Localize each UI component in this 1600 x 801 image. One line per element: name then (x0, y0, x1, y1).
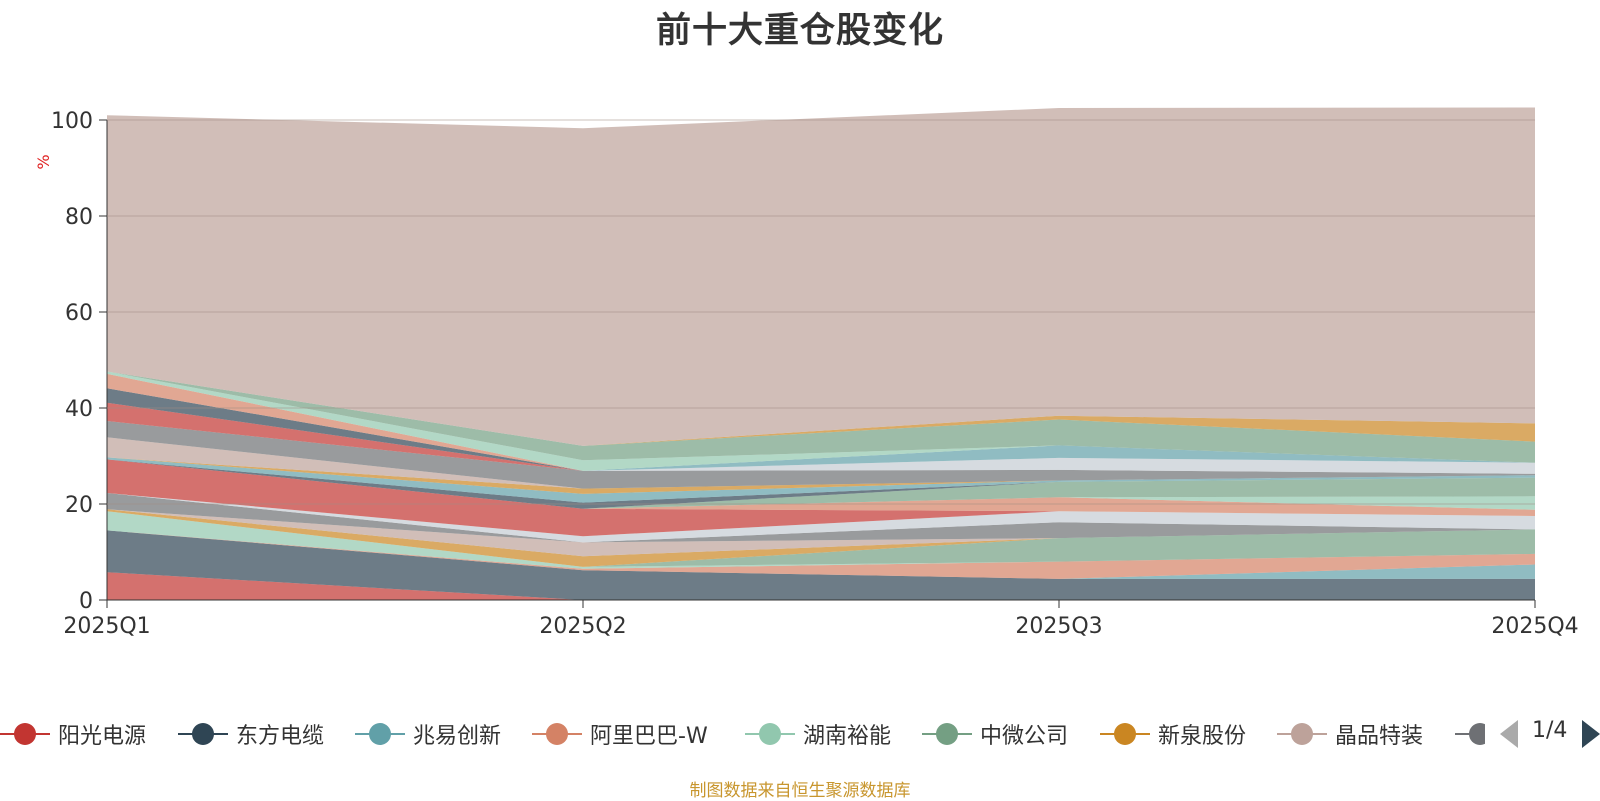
legend-item-4[interactable]: 湖南裕能 (745, 714, 891, 754)
legend-circle-icon (745, 714, 795, 754)
x-tick-label-1: 2025Q2 (539, 614, 626, 639)
legend-circle-icon (0, 714, 50, 754)
area-series-13 (107, 459, 1535, 509)
legend-item-6[interactable]: 新泉股份 (1100, 714, 1246, 754)
legend-label: 新泉股份 (1158, 724, 1247, 749)
area-series-22 (107, 388, 1535, 471)
legend-label: 晶品特装 (1335, 724, 1424, 749)
area-series-1 (107, 530, 1535, 600)
legend-item-1[interactable]: 东方电缆 (178, 714, 324, 754)
area-series-25 (107, 371, 1535, 463)
y-tick-label-2: 40 (65, 397, 93, 422)
legend-circle-icon (1455, 714, 1485, 754)
legend-circle-icon (922, 714, 972, 754)
legend-circle-icon (532, 714, 582, 754)
legend-circle-icon (1100, 714, 1150, 754)
y-tick-label-3: 60 (65, 301, 93, 326)
legend-label: 东方电缆 (236, 724, 325, 749)
legend-circle-icon (355, 714, 405, 754)
area-series-2 (107, 530, 1535, 579)
triangle-right-icon[interactable] (1582, 720, 1600, 748)
y-axis-label: % (34, 154, 53, 169)
legend-label: 湖南裕能 (803, 724, 892, 749)
area-series-4 (107, 511, 1535, 569)
legend-label: 中微公司 (980, 724, 1069, 749)
area-series-6 (107, 509, 1535, 567)
legend: 阳光电源 东方电缆 兆易创新 阿里巴巴-W 湖南裕能 中微公司 新泉股份 晶品特装 (0, 714, 1600, 754)
chart-title: 前十大重仓股变化 (655, 11, 944, 51)
area-series-26 (107, 371, 1535, 446)
area-series-7 (107, 509, 1535, 557)
triangle-left-icon[interactable] (1500, 720, 1518, 748)
legend-item-0[interactable]: 阳光电源 (0, 714, 146, 754)
area-series-27 (107, 107, 1535, 446)
area-series-24 (107, 371, 1535, 471)
legend-item-2[interactable]: 兆易创新 (355, 714, 501, 754)
area-series-9 (107, 493, 1535, 543)
x-tick-label-3: 2025Q4 (1491, 614, 1578, 639)
legend-item-7[interactable]: 晶品特装 (1277, 714, 1423, 754)
area-series-19 (107, 421, 1535, 474)
legend-label: 阿里巴巴-W (590, 724, 708, 749)
area-series-5 (107, 511, 1535, 567)
area-series-0 (107, 572, 1535, 600)
area-series-20 (107, 402, 1535, 471)
legend-item-5[interactable]: 中微公司 (922, 714, 1068, 754)
y-tick-label-4: 80 (65, 205, 93, 230)
axes: 0 20 40 60 80 100 2025Q1 2025Q2 2025Q3 2025Q4% (34, 109, 1579, 639)
area-series-8 (107, 493, 1535, 543)
x-tick-label-2: 2025Q3 (1015, 614, 1102, 639)
y-tick-label-1: 20 (65, 493, 93, 518)
x-tick-label-0: 2025Q1 (63, 614, 150, 639)
area-series-21 (107, 388, 1535, 471)
area-series-12 (107, 459, 1535, 510)
source-note: 制图数据来自恒生聚源数据库 (689, 781, 911, 801)
area-series-15 (107, 457, 1535, 503)
y-tick-label-5: 100 (51, 109, 93, 134)
y-tick-label-0: 0 (79, 589, 93, 614)
legend-item-8[interactable] (1455, 714, 1485, 754)
area-series-14 (107, 459, 1535, 509)
legend-label: 阳光电源 (58, 724, 147, 749)
legend-pager: 1/4 (1500, 714, 1600, 754)
grid-lines (107, 119, 1535, 505)
legend-circle-icon (178, 714, 228, 754)
area-series-11 (107, 459, 1535, 516)
legend-page-indicator: 1/4 (1532, 718, 1568, 743)
area-series-10 (107, 459, 1535, 537)
legend-circle-icon (1277, 714, 1327, 754)
legend-label: 兆易创新 (413, 724, 502, 749)
area-series-18 (107, 421, 1535, 489)
area-series-16 (107, 457, 1535, 494)
stacked-areas (107, 107, 1535, 600)
area-series-3 (107, 530, 1535, 579)
legend-item-3[interactable]: 阿里巴巴-W (532, 714, 708, 754)
